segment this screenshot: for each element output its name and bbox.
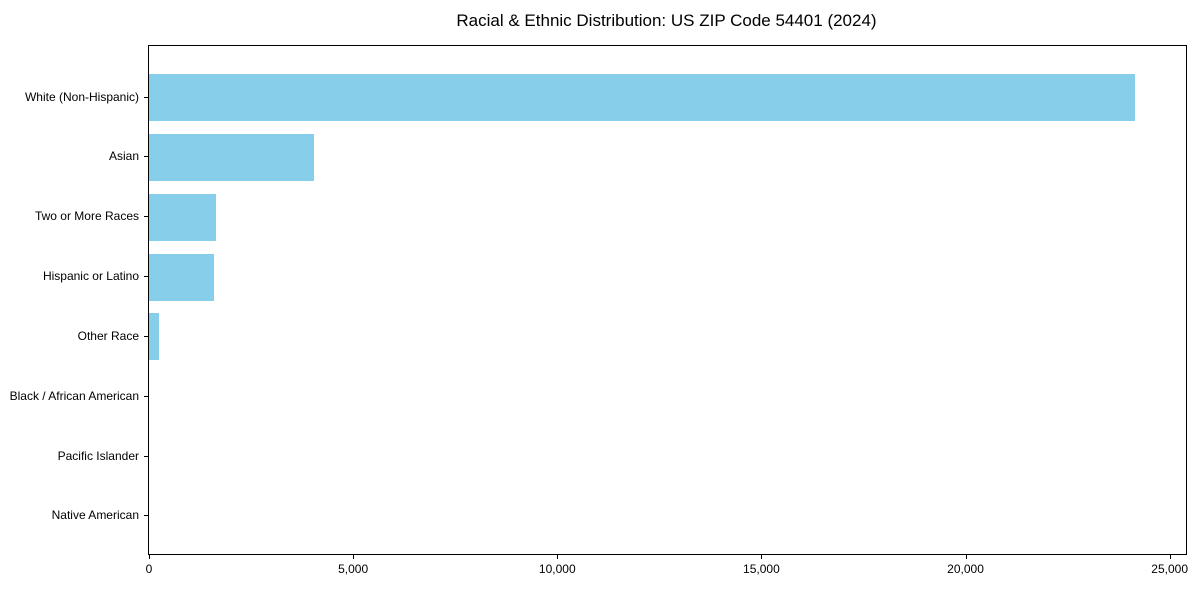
chart-title: Racial & Ethnic Distribution: US ZIP Cod…: [456, 11, 877, 30]
bar-1: [149, 133, 314, 181]
y-tick-label: Other Race: [77, 328, 139, 343]
y-tick-label: Pacific Islander: [57, 448, 139, 463]
x-tick-label: 0: [145, 562, 153, 576]
y-tick-label: White (Non-Hispanic): [24, 89, 139, 104]
bar-0: [149, 74, 1136, 121]
y-tick-label: Two or More Races: [34, 209, 139, 224]
x-tick-label: 10,000: [538, 562, 576, 576]
y-tick-mark: [144, 395, 148, 397]
y-tick-label: Black / African American: [9, 388, 139, 403]
bar-2: [149, 193, 216, 241]
x-tick-mark: [1169, 555, 1171, 559]
y-tick-mark: [144, 515, 148, 517]
x-tick-mark: [353, 555, 355, 559]
x-tick-mark: [761, 555, 763, 559]
y-tick-mark: [144, 216, 148, 218]
y-tick-mark: [144, 276, 148, 278]
y-tick-label: Hispanic or Latino: [42, 269, 139, 284]
x-tick-label: 5,000: [338, 562, 369, 576]
x-tick-mark: [965, 555, 967, 559]
bar-4: [149, 313, 159, 361]
y-tick-label: Native American: [51, 508, 139, 523]
y-tick-mark: [144, 96, 148, 98]
x-tick-mark: [557, 555, 559, 559]
x-tick-label: 25,000: [1151, 562, 1189, 576]
plot-area: [148, 45, 1187, 555]
x-tick-label: 15,000: [743, 562, 780, 576]
y-tick-label: Asian: [108, 149, 139, 164]
x-tick-mark: [149, 555, 150, 559]
y-tick-mark: [144, 335, 148, 337]
bar-3: [149, 253, 214, 301]
y-tick-mark: [144, 156, 148, 158]
x-tick-label: 20,000: [947, 562, 984, 576]
y-tick-mark: [144, 455, 148, 457]
